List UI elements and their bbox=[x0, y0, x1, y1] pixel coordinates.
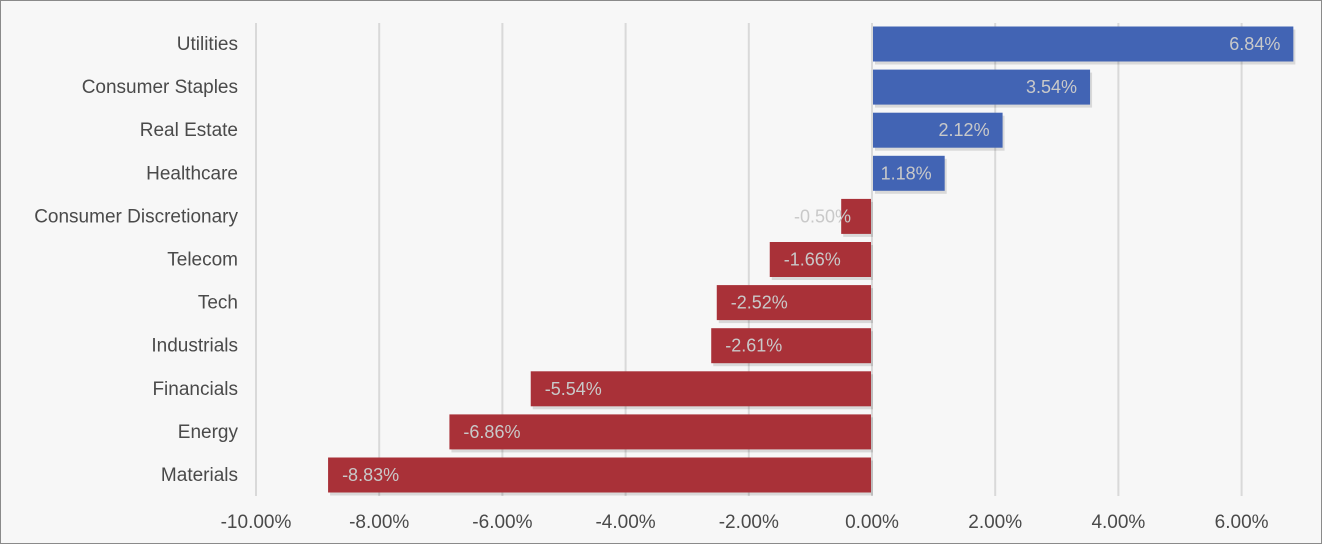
data-label: -2.61% bbox=[725, 336, 782, 356]
data-label: 3.54% bbox=[1026, 77, 1077, 97]
data-label: -6.86% bbox=[463, 422, 520, 442]
category-label: Industrials bbox=[151, 336, 238, 357]
bar bbox=[873, 69, 1091, 105]
x-tick-label: -4.00% bbox=[595, 512, 655, 533]
x-tick-label: 0.00% bbox=[845, 512, 899, 533]
x-tick-label: -2.00% bbox=[719, 512, 779, 533]
x-tick-label: 4.00% bbox=[1091, 512, 1145, 533]
category-label: Energy bbox=[178, 422, 239, 443]
bar bbox=[769, 242, 871, 277]
bar bbox=[873, 26, 1294, 62]
category-label: Healthcare bbox=[146, 163, 238, 184]
x-tick-label: 2.00% bbox=[968, 512, 1022, 533]
category-label: Telecom bbox=[167, 250, 238, 271]
bar bbox=[873, 155, 945, 191]
data-label: 2.12% bbox=[939, 120, 990, 140]
x-axis-tick-labels: -10.00% -8.00% -6.00% -4.00% -2.00% 0.00% 2.00… bbox=[221, 512, 1269, 533]
data-label: -8.83% bbox=[342, 465, 399, 485]
data-labels: 6.84% 3.54% 2.12% 1.18% -0.50% -1.66% -2.52% -2… bbox=[342, 34, 1280, 485]
data-label: 6.84% bbox=[1229, 34, 1280, 54]
data-label: -0.50% bbox=[794, 206, 851, 226]
bar bbox=[449, 414, 871, 450]
category-labels: Utilities Consumer Staples Real Estate Heal… bbox=[34, 34, 238, 486]
bar bbox=[711, 328, 871, 364]
data-label: -5.54% bbox=[545, 379, 602, 399]
x-tick-label: -10.00% bbox=[221, 512, 292, 533]
category-label: Real Estate bbox=[140, 120, 238, 141]
bars bbox=[328, 26, 1296, 496]
category-label: Utilities bbox=[177, 34, 238, 55]
x-tick-label: -8.00% bbox=[349, 512, 409, 533]
data-label: -1.66% bbox=[784, 250, 841, 270]
x-tick-label: -6.00% bbox=[472, 512, 532, 533]
category-label: Tech bbox=[198, 293, 238, 314]
bar bbox=[716, 285, 871, 321]
x-tick-label: 6.00% bbox=[1215, 512, 1269, 533]
bar bbox=[841, 198, 871, 234]
bar bbox=[530, 371, 871, 407]
category-label: Materials bbox=[161, 465, 238, 486]
data-label: -2.52% bbox=[731, 293, 788, 313]
bar bbox=[873, 112, 1003, 148]
category-label: Financials bbox=[152, 379, 238, 400]
bar bbox=[328, 457, 871, 493]
data-label: 1.18% bbox=[881, 163, 932, 183]
category-label: Consumer Staples bbox=[82, 77, 238, 98]
category-label: Consumer Discretionary bbox=[34, 206, 238, 227]
